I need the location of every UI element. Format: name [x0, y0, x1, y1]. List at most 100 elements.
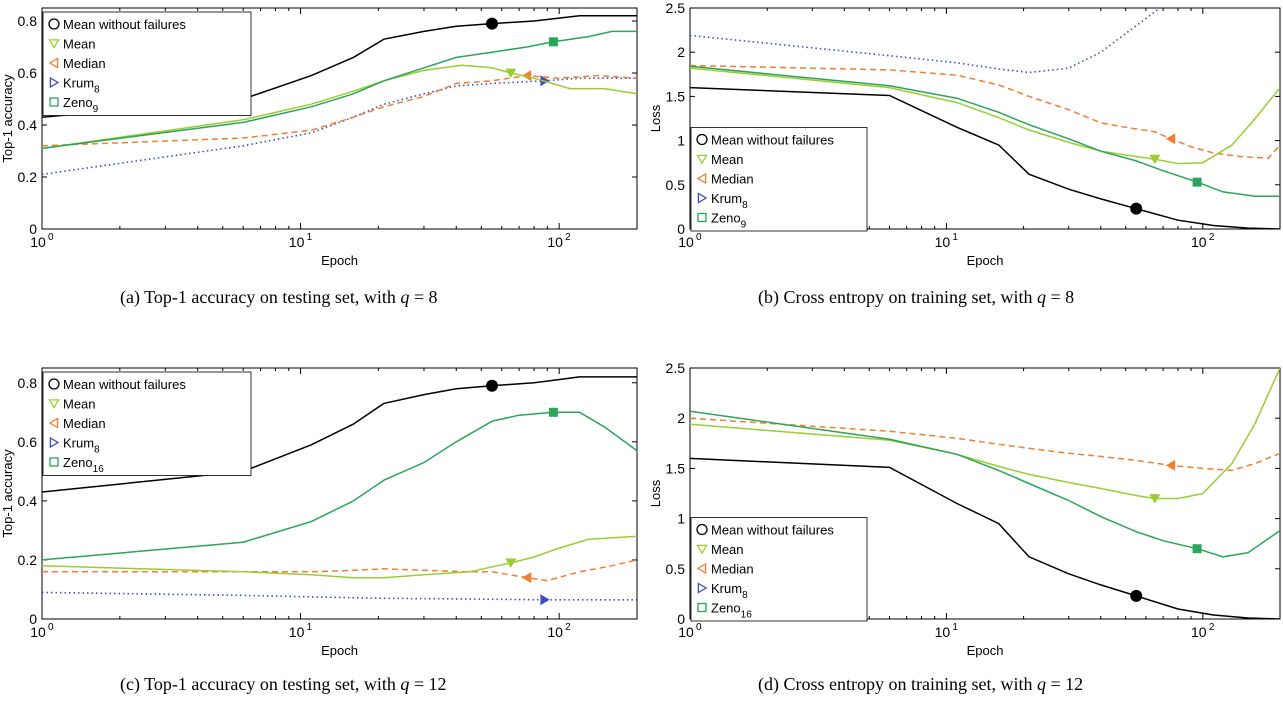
series-line-median: [690, 64, 1280, 160]
caption-b-text: (b) Cross entropy on training set, with: [758, 287, 1037, 307]
legend-label-mean: Mean: [63, 37, 96, 52]
legend-marker-zeno: [49, 457, 59, 467]
caption-a: (a) Top-1 accuracy on testing set, with …: [120, 287, 437, 308]
y-tick-label: 2.5: [666, 360, 686, 376]
legend-label-median: Median: [711, 172, 754, 187]
series-marker-mean: [505, 558, 517, 568]
x-tick-label: 10: [547, 624, 563, 640]
series-line-zeno: [42, 411, 637, 561]
series-marker-zeno: [1192, 177, 1202, 187]
x-tick-label: 10: [1191, 624, 1207, 640]
y-tick-label: 2: [677, 44, 685, 60]
legend-marker-median: [696, 172, 707, 185]
series-line-mean: [42, 535, 637, 579]
y-tick-label: 1: [677, 133, 685, 149]
y-tick-label: 0.5: [666, 561, 686, 577]
series-marker-mean: [1149, 154, 1161, 165]
legend-subscript: 8: [94, 445, 100, 456]
x-tick-exponent: 1: [307, 622, 313, 633]
y-tick-label: 0.2: [18, 552, 38, 568]
x-tick-exponent: 2: [565, 622, 571, 633]
y-tick-label: 1.5: [666, 88, 686, 104]
caption-a-text: (a) Top-1 accuracy on testing set, with: [120, 287, 401, 307]
series-marker-krum: [540, 594, 550, 606]
x-tick-label: 10: [547, 234, 563, 250]
series-line-krum: [690, 8, 1161, 74]
y-tick-label: 0: [677, 221, 685, 237]
series-marker-mean-without-failures: [486, 17, 499, 30]
caption-c-eq: = 12: [409, 674, 447, 694]
y-tick-label: 0: [677, 611, 685, 627]
legend: Mean without failuresMeanMedianKrum8Zeno…: [42, 11, 252, 116]
series-line-krum: [42, 77, 637, 176]
legend-box: [690, 127, 868, 232]
y-tick-label: 0: [29, 611, 37, 627]
y-tick-label: 1.5: [666, 460, 686, 476]
y-tick-label: 1: [677, 511, 685, 527]
y-axis-label: Top-1 accuracy: [0, 449, 15, 538]
series-line-median: [690, 417, 1280, 472]
series-marker-mean: [1149, 494, 1161, 504]
series-marker-mean-without-failures: [486, 379, 499, 392]
series-line-mean: [42, 64, 637, 150]
legend-marker-mean-without-failures: [696, 523, 708, 536]
caption-a-var: q: [400, 287, 410, 307]
legend-marker-mean: [48, 399, 60, 409]
x-tick-label: 10: [678, 624, 694, 640]
legend-label-mean: Mean: [63, 397, 96, 412]
axes-box: [689, 367, 1281, 620]
series-line-mean: [690, 368, 1280, 500]
legend-marker-krum: [49, 76, 60, 89]
legend-marker-zeno: [697, 602, 707, 613]
x-tick-exponent: 0: [696, 232, 702, 243]
legend-label-mean-without-failures: Mean without failures: [63, 17, 186, 32]
series-line-median: [42, 74, 637, 147]
series-line-median: [42, 559, 637, 582]
series-line-mean-without-failures: [690, 86, 1280, 229]
legend-label-mean: Mean: [711, 152, 744, 167]
y-tick-label: 0.2: [18, 169, 38, 185]
x-tick-label: 10: [678, 234, 694, 250]
legend-box: [42, 371, 252, 476]
legend-marker-mean-without-failures: [48, 18, 60, 30]
x-tick-label: 10: [289, 234, 305, 250]
x-tick-label: 10: [30, 234, 46, 250]
series-marker-median: [1165, 459, 1176, 471]
y-axis-label: Loss: [648, 104, 663, 132]
chart-panel-d: 0 0.5 1 1.5 2 2.5 10 0 10 1 10 2 Epoch Loss Mean witho…: [643, 360, 1283, 665]
legend-marker-mean: [696, 154, 708, 165]
y-tick-label: 0.4: [18, 493, 38, 509]
x-tick-exponent: 1: [952, 622, 958, 633]
caption-d: (d) Cross entropy on training set, with …: [758, 674, 1083, 695]
chart-panel-c: 0 0.2 0.4 0.6 0.8 10 0 10 1 10 2 Epoch Top-1 accurac…: [0, 360, 640, 665]
caption-c-var: q: [400, 674, 410, 694]
legend-subscript: 16: [93, 464, 105, 475]
y-tick-label: 0.6: [18, 434, 38, 450]
series-marker-zeno: [548, 37, 558, 47]
legend-subscript: 8: [94, 85, 100, 96]
series-marker-zeno: [1192, 544, 1202, 554]
series-line-zeno: [690, 65, 1280, 198]
x-axis-label: Epoch: [967, 253, 1004, 268]
y-tick-label: 2.5: [666, 0, 686, 16]
series-marker-median: [1165, 133, 1176, 145]
series-line-zeno: [690, 410, 1280, 558]
series-marker-zeno: [548, 407, 558, 417]
x-tick-label: 10: [1191, 234, 1207, 250]
series-line-mean-without-failures: [42, 15, 637, 118]
series-marker-median: [521, 70, 532, 82]
caption-b-eq: = 8: [1045, 287, 1075, 307]
legend-marker-mean-without-failures: [48, 378, 60, 390]
legend: Mean without failuresMeanMedianKrum8Zeno…: [690, 127, 868, 232]
legend-subscript: 9: [741, 220, 747, 231]
legend: Mean without failuresMeanMedianKrum8Zeno…: [42, 371, 252, 476]
series-line-mean-without-failures: [690, 457, 1280, 619]
legend-label-median: Median: [711, 562, 754, 577]
legend-marker-krum: [697, 192, 708, 204]
x-tick-label: 10: [30, 624, 46, 640]
caption-b: (b) Cross entropy on training set, with …: [758, 287, 1074, 308]
